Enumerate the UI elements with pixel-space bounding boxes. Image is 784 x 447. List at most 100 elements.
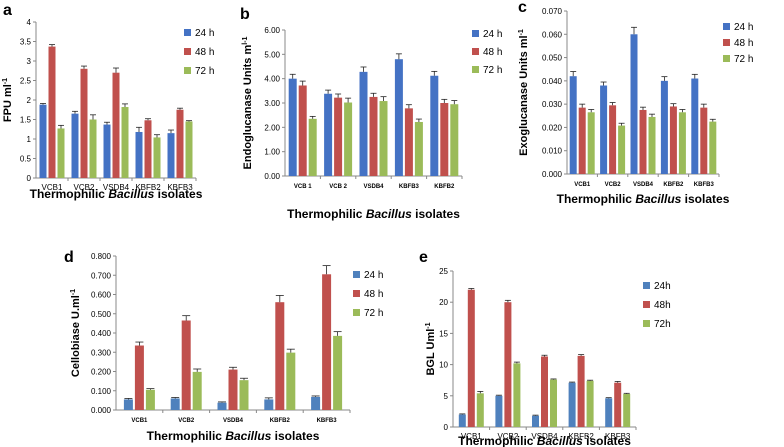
legend-label: 72 h — [195, 66, 214, 77]
y-tick-label: 5 — [444, 392, 449, 401]
x-tick-label: VCB1 — [461, 432, 482, 441]
legend-label: 24 h — [195, 28, 214, 39]
bar — [286, 352, 296, 410]
legend-label: 48h — [654, 300, 671, 311]
bar — [170, 398, 180, 410]
bar — [324, 93, 333, 176]
bar — [176, 109, 184, 178]
x-tick-label: VSDB4 — [363, 184, 384, 190]
y-tick-label: 0.500 — [91, 310, 112, 319]
bar — [414, 121, 423, 176]
y-tick-label: 5.00 — [264, 50, 280, 59]
legend-swatch — [353, 290, 360, 297]
bar — [577, 355, 585, 427]
bar — [344, 102, 353, 176]
legend-label: 48 h — [483, 47, 502, 58]
x-tick-label: KBFB2 — [568, 432, 594, 441]
legend-swatch — [184, 48, 191, 55]
x-tick-label: VCB 2 — [329, 184, 347, 190]
legend-swatch — [472, 48, 479, 55]
y-tick-label: 0.100 — [91, 387, 112, 396]
y-tick-label: 1.00 — [264, 148, 280, 157]
panel-letter: d — [64, 249, 74, 266]
bar — [458, 414, 466, 427]
legend-label: 24 h — [483, 29, 502, 40]
y-tick-label: 0.5 — [20, 155, 32, 164]
bar — [39, 104, 47, 178]
bar — [630, 34, 638, 175]
y-tick-label: 3.00 — [264, 99, 280, 108]
bar — [648, 116, 656, 174]
bar — [609, 105, 617, 174]
bar — [568, 382, 576, 427]
x-tick-label: VCB2 — [497, 432, 518, 441]
x-tick-label: KBFB3 — [694, 182, 715, 188]
x-tick-label: VCB 1 — [294, 184, 312, 190]
bar — [586, 380, 594, 427]
y-tick-label: 0.040 — [542, 77, 563, 86]
bar — [308, 118, 317, 176]
legend-swatch — [723, 23, 730, 30]
x-tick-label: VSDB4 — [531, 432, 558, 441]
y-tick-label: 0.020 — [542, 123, 563, 132]
bar — [569, 76, 577, 174]
bar — [450, 104, 459, 176]
legend-swatch — [184, 67, 191, 74]
y-tick-label: 0.400 — [91, 329, 112, 338]
bar — [394, 59, 403, 177]
bar — [334, 97, 343, 176]
y-tick-label: 0.010 — [542, 147, 563, 156]
bar — [275, 302, 285, 410]
y-tick-label: 4.00 — [264, 75, 280, 84]
y-tick-label: 2 — [27, 96, 32, 105]
y-tick-label: 3 — [27, 57, 32, 66]
bar — [112, 72, 120, 178]
bar — [181, 320, 191, 410]
x-tick-label: KBFB3 — [167, 183, 193, 192]
bar — [121, 107, 129, 178]
bar — [639, 109, 647, 174]
bar — [264, 399, 274, 410]
bar — [228, 369, 238, 410]
bar — [185, 121, 193, 178]
bar — [578, 107, 586, 174]
panel-letter: e — [419, 249, 428, 266]
y-tick-label: 0.030 — [542, 100, 563, 109]
panel-letter: b — [240, 6, 250, 23]
bar — [298, 85, 307, 176]
y-axis-title: Cellobiase U.ml-1 — [70, 289, 82, 377]
bar — [660, 80, 668, 174]
x-axis-title: Thermophilic Bacillus isolates — [287, 207, 460, 221]
bar — [135, 131, 143, 178]
bar — [614, 382, 622, 427]
legend-swatch — [353, 271, 360, 278]
chart-panel-c: c 0.000 0.010 0.020 0.030 0.040 0.050 0.060 0.07… — [518, 0, 753, 206]
bar — [57, 128, 65, 178]
bar — [359, 71, 368, 176]
bar — [144, 120, 152, 178]
legend-label: 72 h — [364, 308, 383, 319]
bar — [467, 289, 475, 427]
bar — [700, 107, 708, 174]
x-axis-title: Thermophilic Bacillus isolates — [557, 192, 730, 206]
y-tick-label: 0.00 — [264, 172, 280, 181]
bar — [89, 119, 97, 178]
bar — [192, 371, 202, 410]
panel-letter: a — [3, 2, 12, 19]
bar — [134, 345, 144, 410]
bar — [322, 274, 332, 410]
chart-panel-a: a 0 0.5 1 1.5 2 2.5 3 3.5 4 VCB1 VCB2 VSDB4 KBFB2 KBFB… — [2, 2, 214, 201]
y-tick-label: 0 — [27, 174, 32, 183]
y-axis-title: Endoglucanase Units ml-1 — [242, 36, 254, 169]
y-tick-label: 3.5 — [20, 38, 32, 47]
bar — [239, 380, 249, 410]
y-tick-label: 6.00 — [264, 26, 280, 35]
bar — [513, 363, 521, 427]
legend-label: 48 h — [195, 47, 214, 58]
bar — [333, 335, 343, 410]
bar — [430, 75, 439, 176]
bar — [48, 46, 56, 178]
y-tick-label: 4 — [27, 18, 32, 27]
bar — [379, 101, 388, 176]
y-tick-label: 0.050 — [542, 54, 563, 63]
